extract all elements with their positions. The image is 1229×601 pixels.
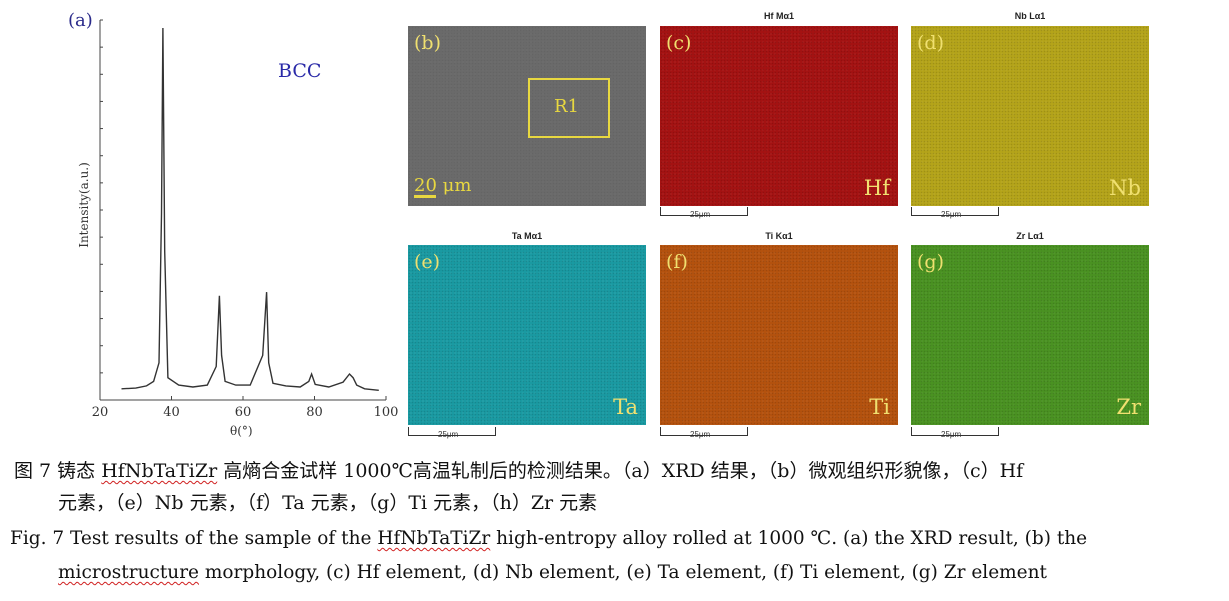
caption-en-rest1: high-entropy alloy rolled at 1000 ℃. (a)…: [490, 528, 1088, 549]
zr-map-texture: [911, 245, 1149, 425]
x-tick-label: 80: [306, 405, 323, 420]
element-label-nb: Nb: [1109, 176, 1141, 200]
element-label-ta: Ta: [613, 395, 638, 419]
caption-en-line2: microstructure morphology, (c) Hf elemen…: [58, 558, 1047, 588]
sem-panel: (b) R1 20 μm: [408, 26, 646, 206]
map-title-nb: Nb Lα1: [1014, 11, 1046, 21]
scale-bar-c: [660, 207, 748, 216]
nb-map-panel: (d) Nb: [911, 26, 1149, 206]
xrd-line: [121, 27, 379, 391]
hf-map-texture: [660, 26, 898, 206]
sem-scale-label: 20 μm: [414, 175, 472, 196]
xrd-axes: 20 40 60 80 100: [92, 19, 399, 420]
x-tick-label: 60: [235, 405, 252, 420]
scale-label-e: 25μm: [438, 430, 459, 439]
panel-label-g: (g): [917, 251, 944, 273]
sem-texture: [408, 26, 646, 206]
map-title-zr: Zr Lα1: [1016, 231, 1044, 241]
panel-label-c: (c): [666, 32, 692, 54]
scale-label-g: 25μm: [941, 430, 962, 439]
map-title-ta: Ta Mα1: [511, 231, 543, 241]
element-label-zr: Zr: [1116, 395, 1141, 419]
caption-en-prefix: Fig. 7 Test results of the sample of the: [10, 528, 378, 549]
ti-map-texture: [660, 245, 898, 425]
ti-map-panel: (f) Ti: [660, 245, 898, 425]
caption-en-rest2: morphology, (c) Hf element, (d) Nb eleme…: [199, 562, 1047, 583]
caption-en-micro: microstructure: [58, 562, 199, 583]
xrd-phase-label: BCC: [278, 60, 322, 82]
caption-cn-rest1: 高熵合金试样 1000℃高温轧制后的检测结果。（a）XRD 结果，（b）微观组织…: [217, 460, 1024, 482]
zr-map-panel: (g) Zr: [911, 245, 1149, 425]
scale-label-c: 25μm: [690, 210, 711, 219]
caption-en-alloy: HfNbTaTiZr: [377, 528, 491, 549]
element-label-hf: Hf: [863, 176, 890, 200]
caption-en-line1: Fig. 7 Test results of the sample of the…: [10, 524, 1087, 554]
caption-cn-rest2: 元素，（e）Nb 元素，（f）Ta 元素，（g）Ti 元素，（h）Zr 元素: [58, 492, 598, 514]
x-tick-label: 40: [163, 405, 180, 420]
scale-label-d: 25μm: [941, 210, 962, 219]
caption-cn-line2: 元素，（e）Nb 元素，（f）Ta 元素，（g）Ti 元素，（h）Zr 元素: [58, 488, 597, 518]
x-tick-label: 20: [92, 405, 109, 420]
caption-cn-alloy: HfNbTaTiZr: [101, 460, 218, 482]
x-tick-label: 100: [374, 405, 399, 420]
xrd-chart: (a) BCC Intensity(a.u.) 20 40 60 80 100 θ(°): [60, 8, 400, 448]
ta-map-panel: (e) Ta: [408, 245, 646, 425]
roi-label: R1: [554, 96, 580, 117]
panel-label-f: (f): [666, 251, 688, 273]
caption-cn-line1: 图 7 铸态 HfNbTaTiZr 高熵合金试样 1000℃高温轧制后的检测结果…: [14, 456, 1023, 486]
panel-label-b: (b): [414, 32, 441, 54]
panel-label-d: (d): [917, 32, 944, 54]
scale-bar-g: [911, 427, 999, 436]
roi-box: R1: [528, 78, 610, 138]
xrd-panel-label: (a): [68, 10, 93, 31]
scale-bar-f: [660, 427, 748, 436]
scale-bar-e: [408, 427, 496, 436]
map-title-ti: Ti Kα1: [765, 231, 793, 241]
sem-scale-bar: [414, 195, 436, 198]
scale-label-f: 25μm: [690, 430, 711, 439]
element-label-ti: Ti: [869, 395, 890, 419]
ta-map-texture: [408, 245, 646, 425]
caption-cn-prefix: 图 7 铸态: [14, 460, 102, 482]
xrd-xlabel: θ(°): [230, 424, 253, 438]
nb-map-texture: [911, 26, 1149, 206]
hf-map-panel: (c) Hf: [660, 26, 898, 206]
panel-label-e: (e): [414, 251, 441, 273]
scale-bar-d: [911, 207, 999, 216]
map-title-hf: Hf Mα1: [763, 11, 795, 21]
xrd-plot: 20 40 60 80 100: [92, 19, 399, 420]
